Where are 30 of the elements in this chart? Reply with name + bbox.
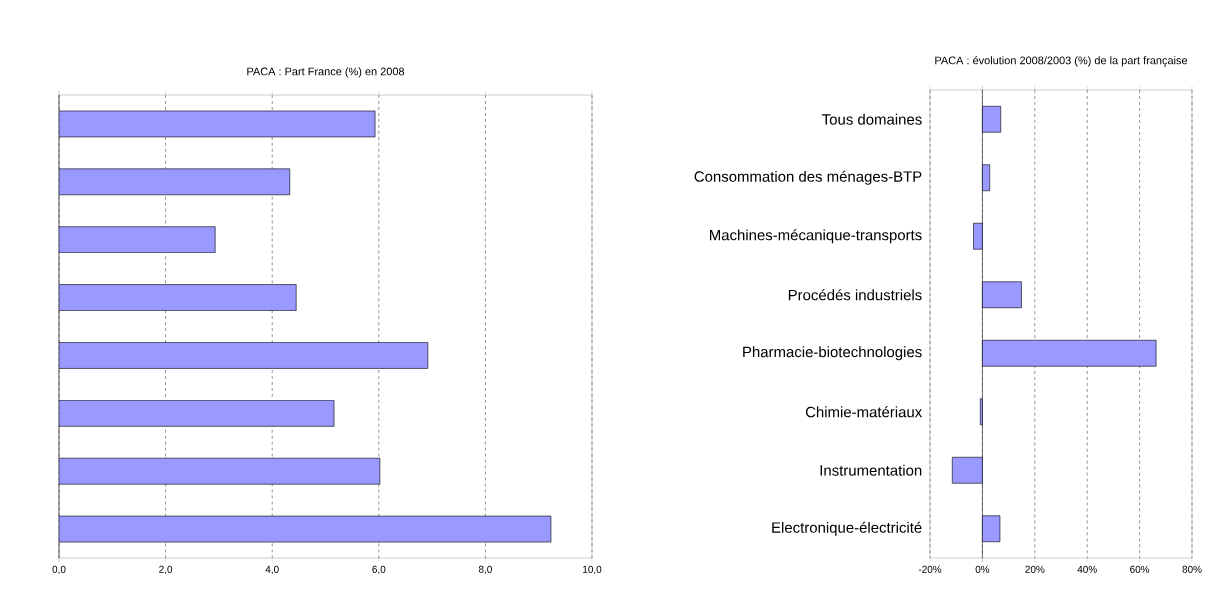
bar [982,164,991,192]
x-tick-label: 80% [1182,565,1202,573]
bar [951,456,983,484]
y-tick-label: Consommation des ménages-BTP [694,170,922,185]
chart-title: PACA : évolution 2008/2003 (%) de la part française [935,56,1188,67]
x-tick-label: 20% [1025,565,1045,573]
y-tick-label: Procédés industriels [788,289,922,301]
y-tick-label: Tous domaines [822,113,922,125]
y-tick-label: Machines-mécanique-transports [709,229,922,244]
bar [982,515,1001,543]
y-tick-label: Electronique-électricité [772,521,922,536]
x-tick-label: 40% [1077,565,1097,573]
x-tick-label: 6,0 [372,565,386,575]
x-tick-label: -20% [918,565,942,573]
x-tick-label: 4,0 [265,565,279,575]
bar [982,105,1002,133]
y-tick-label: Pharmacie-biotechnologies [743,346,922,361]
bar [980,398,983,426]
y-tick-label: Instrumentation [820,464,922,476]
x-tick-label: 8,0 [478,565,492,575]
x-tick-label: 0% [975,565,990,573]
chart-title: PACA : Part France (%) en 2008 [247,67,405,78]
x-tick-label: 10,0 [583,565,602,575]
y-tick-label: Chimie-matériaux [805,406,923,418]
bar [973,222,983,250]
x-tick-label: 2,0 [159,565,173,575]
x-tick-label: 60% [1130,565,1150,573]
bar [982,281,1022,309]
x-tick-label: 0,0 [52,565,66,575]
bar [982,339,1157,367]
